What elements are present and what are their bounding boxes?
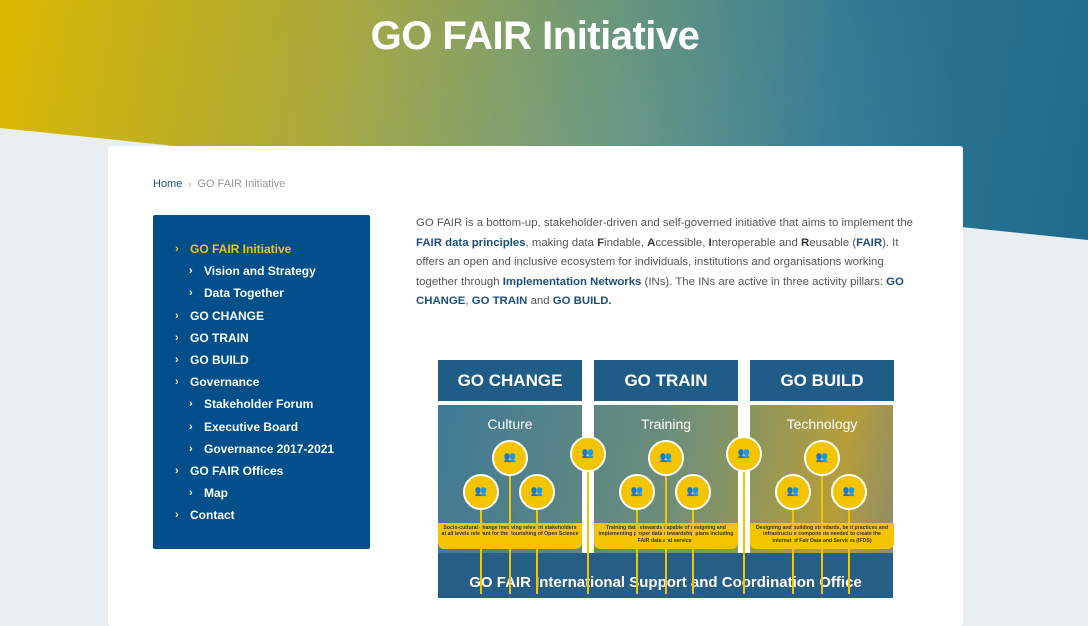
chevron-right-icon: ›: [189, 287, 193, 300]
sidebar-item-label: Contact: [190, 508, 235, 523]
arrow-icon: [480, 510, 482, 594]
arrow-icon: [587, 470, 589, 594]
sidebar-item[interactable]: › GO BUILD: [153, 349, 370, 371]
arrow-icon: [665, 476, 667, 594]
chevron-right-icon: ›: [189, 420, 193, 433]
page-title: GO FAIR Initiative: [370, 14, 700, 58]
people-group-icon: 👥: [804, 440, 840, 476]
chevron-right-icon: ›: [189, 398, 193, 411]
arrow-icon: [792, 510, 794, 594]
chevron-right-icon: ›: [175, 376, 179, 389]
people-group-icon: 👥: [831, 474, 867, 510]
pillar-header: GO CHANGE: [438, 360, 582, 405]
people-group-icon: 👥: [519, 474, 555, 510]
sidebar-item-label: Governance: [190, 375, 260, 390]
people-group-icon: 👥: [775, 474, 811, 510]
breadcrumb-current: GO FAIR Initiative: [197, 178, 286, 190]
sidebar-item[interactable]: › Vision and Strategy: [153, 260, 370, 282]
arrow-icon: [692, 510, 694, 594]
sidebar-item[interactable]: › Governance 2017-2021: [153, 438, 370, 460]
sidebar-item[interactable]: › Executive Board: [153, 416, 370, 438]
arrow-icon: [509, 476, 511, 594]
pillar-label: Training: [640, 416, 692, 432]
sidebar-item-label: GO CHANGE: [190, 308, 265, 323]
sidebar-item-label: GO FAIR Initiative: [190, 242, 292, 257]
people-group-icon: 👥: [463, 474, 499, 510]
pillar-header: GO TRAIN: [594, 360, 738, 405]
sidebar-item-label: Governance 2017-2021: [204, 441, 335, 456]
breadcrumb: Home › GO FAIR Initiative: [153, 178, 285, 190]
arrow-icon: [536, 510, 538, 594]
sidebar-item[interactable]: › Contact: [153, 504, 370, 526]
people-group-icon: 👥: [619, 474, 655, 510]
link-go-build[interactable]: GO BUILD.: [552, 295, 612, 307]
chevron-right-icon: ›: [175, 309, 179, 322]
breadcrumb-home[interactable]: Home: [153, 178, 183, 190]
sidebar-item[interactable]: › GO TRAIN: [153, 327, 370, 349]
people-group-icon: 👥: [726, 436, 762, 472]
link-fair-principles[interactable]: FAIR data principles: [416, 236, 526, 249]
pillar-label: Culture: [487, 416, 533, 432]
link-go-change[interactable]: GO CHANGE: [416, 275, 904, 308]
chevron-right-icon: ›: [175, 509, 179, 522]
link-implementation-networks[interactable]: Implementation Networks: [502, 275, 642, 288]
sidebar-item[interactable]: › GO FAIR Initiative: [153, 238, 370, 260]
content-card: Home › GO FAIR Initiative › GO FAIR Initiat…: [108, 146, 963, 626]
sidebar-item[interactable]: › GO FAIR Offices: [153, 460, 370, 482]
sidebar-item[interactable]: › Map: [153, 482, 370, 504]
breadcrumb-separator: ›: [188, 179, 192, 189]
pillars-infographic: GO FAIR International Support and Coordi…: [438, 360, 894, 598]
sidebar-item[interactable]: › Stakeholder Forum: [153, 393, 370, 415]
people-group-icon: 👥: [492, 440, 528, 476]
sidebar-item-label: GO FAIR Offices: [190, 463, 284, 478]
sidebar-item[interactable]: › Governance: [153, 371, 370, 393]
chevron-right-icon: ›: [189, 265, 193, 278]
chevron-right-icon: ›: [175, 331, 179, 344]
link-go-train[interactable]: GO TRAIN: [471, 295, 528, 307]
sidebar-item-label: Stakeholder Forum: [204, 397, 314, 412]
pillar-header: GO BUILD: [750, 360, 894, 405]
people-group-icon: 👥: [675, 474, 711, 510]
pillar-label: Technology: [786, 416, 858, 432]
chevron-right-icon: ›: [175, 243, 179, 256]
sidebar-nav: › GO FAIR Initiative › Vision and Strategy ›…: [153, 215, 370, 549]
arrow-icon: [848, 510, 850, 594]
sidebar-item-label: GO BUILD: [190, 353, 249, 368]
chevron-right-icon: ›: [189, 442, 193, 455]
sidebar-item-label: Executive Board: [204, 419, 299, 434]
sidebar-item-label: GO TRAIN: [190, 330, 249, 345]
chevron-right-icon: ›: [175, 464, 179, 477]
sidebar-item[interactable]: › Data Together: [153, 282, 370, 304]
arrow-icon: [821, 476, 823, 594]
arrow-icon: [636, 510, 638, 594]
arrow-icon: [743, 470, 745, 594]
sidebar-item-label: Map: [204, 486, 228, 501]
sidebar-item-label: Data Together: [204, 286, 284, 301]
chevron-right-icon: ›: [175, 354, 179, 367]
people-group-icon: 👥: [570, 436, 606, 472]
people-group-icon: 👥: [648, 440, 684, 476]
sidebar-item-label: Vision and Strategy: [204, 264, 316, 279]
chevron-right-icon: ›: [189, 487, 193, 500]
intro-text: GO FAIR is a bottom-up, stakeholder-driv…: [416, 217, 913, 308]
sidebar-item[interactable]: › GO CHANGE: [153, 305, 370, 327]
